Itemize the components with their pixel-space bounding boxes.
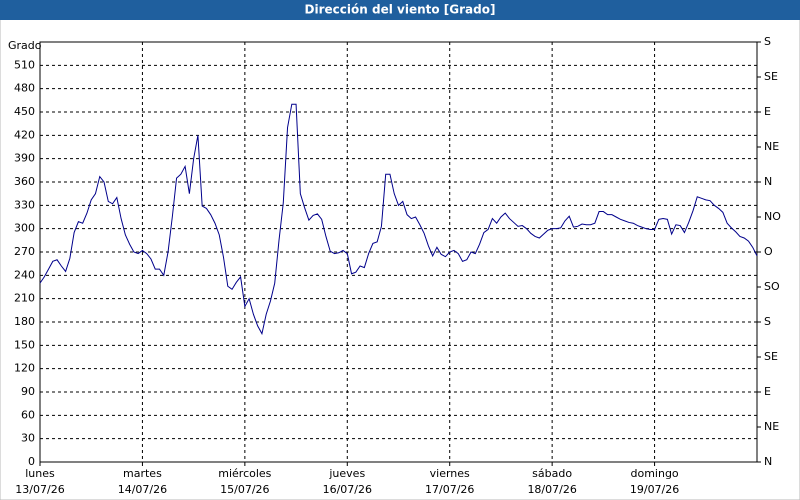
y-tick-label: 450	[14, 105, 35, 118]
x-tick-label: jueves	[328, 467, 365, 480]
y-axis-label: Grado	[8, 39, 42, 52]
y-tick-label: 150	[14, 338, 35, 351]
y2-tick-label: NE	[764, 140, 779, 153]
y2-tick-label: NO	[764, 210, 781, 223]
x-tick-date: 14/07/26	[118, 483, 167, 496]
y-tick-label: 330	[14, 198, 35, 211]
y-tick-label: 270	[14, 245, 35, 258]
y-tick-label: 300	[14, 222, 35, 235]
x-tick-label: martes	[123, 467, 162, 480]
y2-tick-label: SO	[764, 280, 780, 293]
x-tick-date: 13/07/26	[15, 483, 64, 496]
y-tick-label: 360	[14, 175, 35, 188]
x-tick-date: 15/07/26	[220, 483, 269, 496]
x-tick-label: sábado	[532, 467, 572, 480]
y-tick-label: 510	[14, 58, 35, 71]
y-tick-label: 390	[14, 152, 35, 165]
x-tick-label: miércoles	[218, 467, 271, 480]
y2-tick-label: N	[764, 175, 772, 188]
y2-tick-label: E	[764, 385, 771, 398]
y-tick-label: 480	[14, 82, 35, 95]
data-line	[39, 103, 758, 336]
y-tick-label: 0	[28, 455, 35, 468]
x-tick-label: lunes	[25, 467, 55, 480]
y-tick-label: 90	[21, 385, 35, 398]
y-tick-label: 180	[14, 315, 35, 328]
x-tick-date: 16/07/26	[323, 483, 372, 496]
y2-tick-label: S	[764, 315, 771, 328]
y-tick-label: 210	[14, 292, 35, 305]
y-tick-label: 120	[14, 362, 35, 375]
y2-tick-label: E	[764, 105, 771, 118]
x-tick-date: 19/07/26	[630, 483, 679, 496]
y2-tick-label: SE	[764, 70, 778, 83]
plot-frame	[39, 41, 758, 463]
y2-tick-label: S	[764, 35, 771, 48]
y2-tick-label: NE	[764, 420, 779, 433]
y2-tick-label: N	[764, 455, 772, 468]
title-bar	[0, 0, 800, 20]
x-tick-date: 17/07/26	[425, 483, 474, 496]
y2-tick-label: SE	[764, 350, 778, 363]
x-tick-label: domingo	[630, 467, 678, 480]
y2-tick-label: O	[764, 245, 773, 258]
x-tick-date: 18/07/26	[527, 483, 576, 496]
x-tick-label: viernes	[430, 467, 470, 480]
chart-title: Dirección del viento [Grado]	[305, 3, 496, 17]
y-tick-label: 240	[14, 268, 35, 281]
y-tick-label: 60	[21, 408, 35, 421]
y-tick-label: 30	[21, 432, 35, 445]
y-tick-label: 420	[14, 128, 35, 141]
